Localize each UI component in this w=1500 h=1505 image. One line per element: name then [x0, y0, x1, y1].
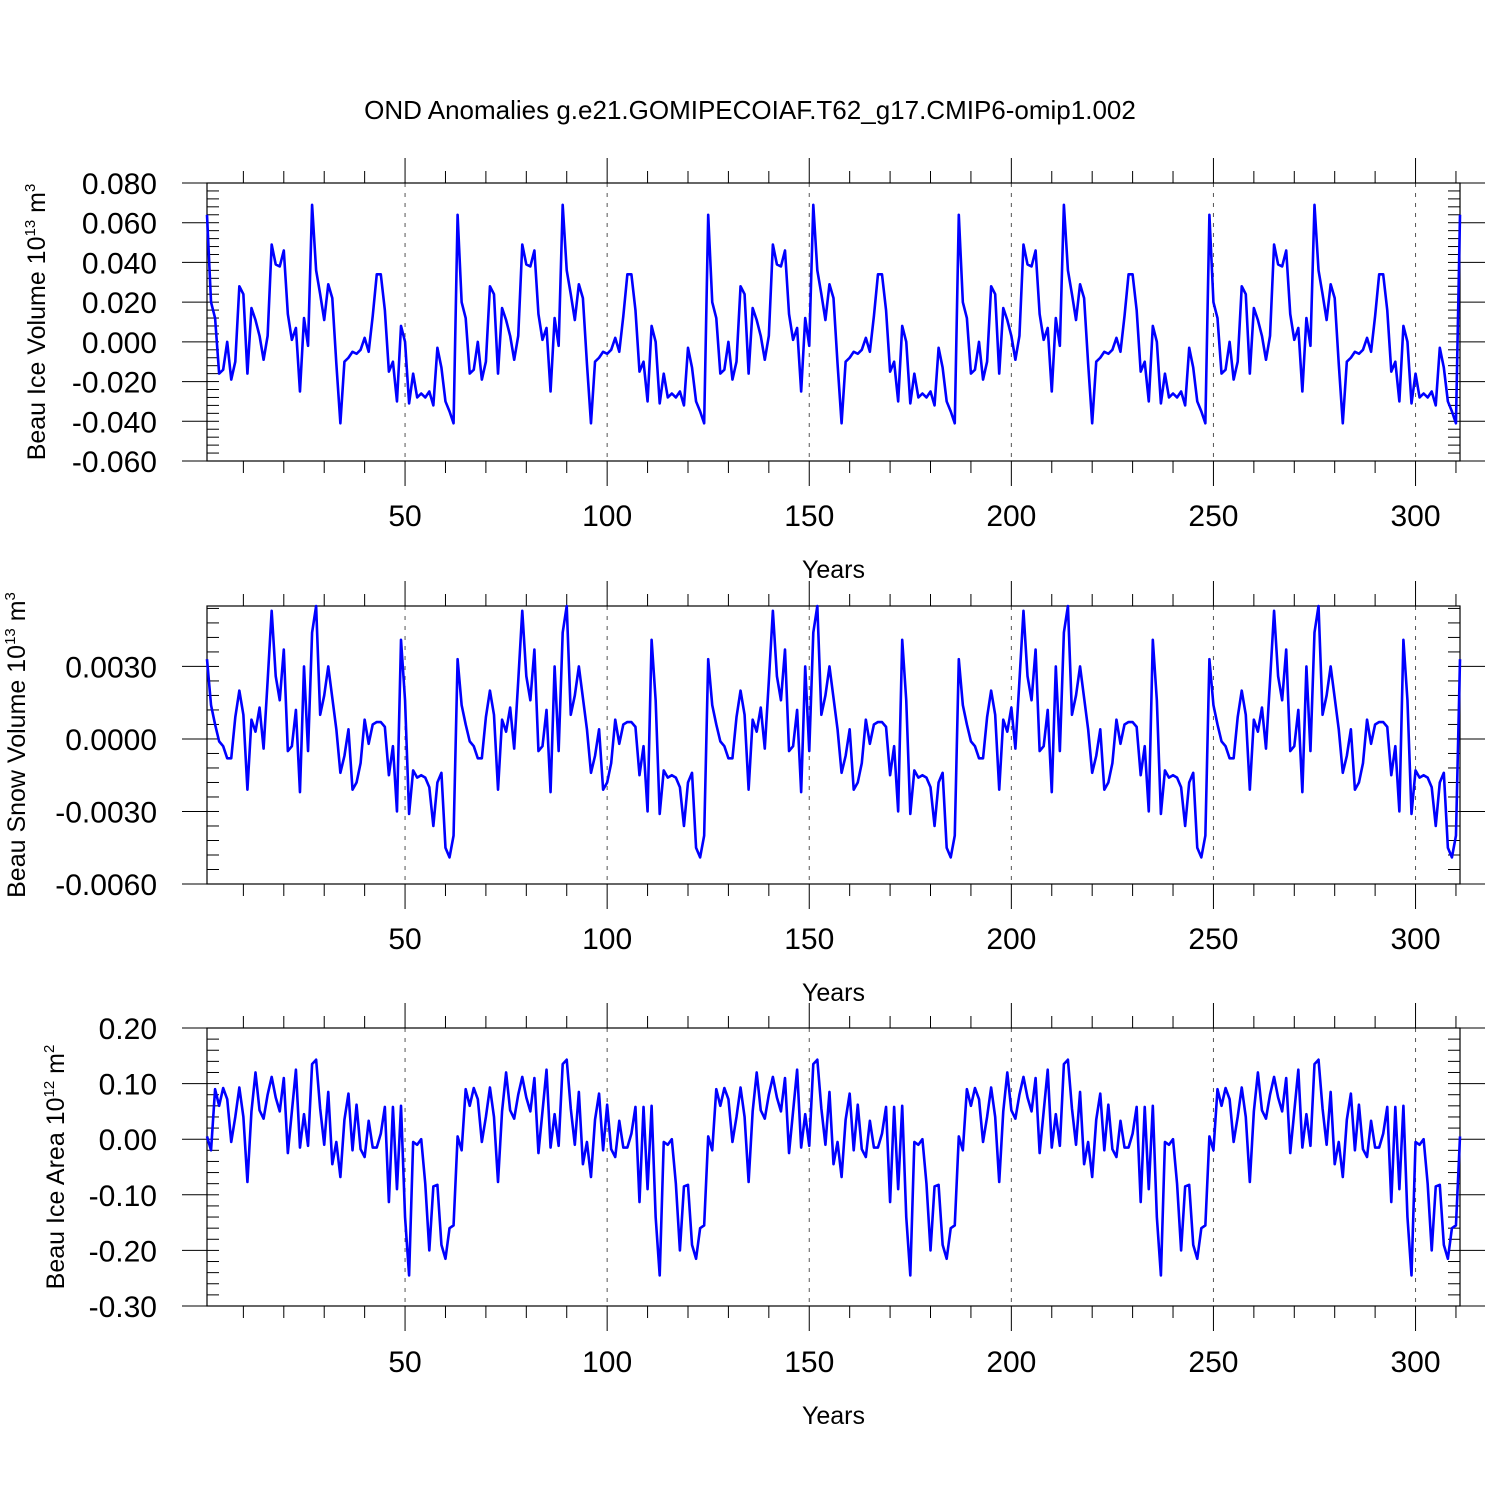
plot-frame: [206, 182, 1461, 462]
y-axis-title: Beau Snow Volume 1013 m3: [2, 592, 31, 898]
y-tick-label: -0.040: [72, 406, 157, 439]
x-tick-label: 250: [1188, 923, 1238, 956]
x-tick-label: 300: [1391, 923, 1441, 956]
x-tick-label: 150: [784, 500, 834, 533]
x-tick-label: 150: [784, 1346, 834, 1379]
x-tick-label: 100: [582, 500, 632, 533]
y-tick-label: 0.040: [82, 247, 157, 280]
y-tick-label: -0.10: [89, 1180, 157, 1213]
y-tick-label: 0.0000: [65, 724, 157, 757]
y-tick-label: 0.060: [82, 208, 157, 241]
x-tick-label: 300: [1391, 500, 1441, 533]
chart-title: OND Anomalies g.e21.GOMIPECOIAF.T62_g17.…: [364, 95, 1136, 125]
x-tick-label: 50: [388, 923, 421, 956]
x-axis-title: Years: [802, 979, 865, 1007]
y-tick-label: 0.080: [82, 168, 157, 201]
x-axis-title: Years: [802, 556, 865, 584]
y-tick-label: 0.000: [82, 327, 157, 360]
x-axis-title: Years: [802, 1402, 865, 1430]
x-tick-label: 100: [582, 923, 632, 956]
series-line: [205, 1058, 1462, 1277]
x-tick-label: 150: [784, 923, 834, 956]
x-tick-label: 250: [1188, 500, 1238, 533]
panel-2: 50 100 150 200 250 300 -0.0060 -0.0030 0.0000 0.0…: [2, 581, 1485, 1007]
series-line: [205, 604, 1462, 859]
panels: 50 100 150 200 250 300-0.060-0.040-0.0200.000…: [2, 158, 1485, 1430]
plot-frame: [206, 1027, 1461, 1307]
y-tick-label: 0.10: [99, 1069, 157, 1102]
y-tick-label: 0.0030: [65, 651, 157, 684]
y-tick-label: -0.0030: [55, 796, 157, 829]
series-line: [205, 203, 1462, 425]
y-tick-label: 0.20: [99, 1013, 157, 1046]
y-tick-label: -0.0060: [55, 869, 157, 902]
x-tick-label: 50: [388, 1346, 421, 1379]
x-tick-label: 200: [986, 500, 1036, 533]
panel-3: 50 100 150 200 250 300 -0.30 -0.20 -0.10 0.00 0.10…: [41, 1003, 1485, 1430]
y-axis-title: Beau Ice Volume 1013 m3: [22, 184, 51, 461]
y-tick-label: -0.060: [72, 446, 157, 479]
x-tick-label: 50: [388, 500, 421, 533]
y-tick-label: -0.20: [89, 1235, 157, 1268]
x-tick-label: 300: [1391, 1346, 1441, 1379]
x-tick-label: 200: [986, 923, 1036, 956]
x-tick-label: 200: [986, 1346, 1036, 1379]
panel-1: 50 100 150 200 250 300 -0.060 -0.040 -0.020 0.000…: [22, 158, 1485, 584]
x-tick-label: 100: [582, 1346, 632, 1379]
y-tick-label: -0.30: [89, 1291, 157, 1324]
y-tick-label: 0.020: [82, 287, 157, 320]
y-axis-title: Beau Ice Area 1012 m2: [41, 1045, 70, 1290]
x-tick-label: 250: [1188, 1346, 1238, 1379]
y-tick-label: -0.020: [72, 367, 157, 400]
plot-frame: [206, 605, 1461, 885]
y-tick-label: 0.00: [99, 1124, 157, 1157]
